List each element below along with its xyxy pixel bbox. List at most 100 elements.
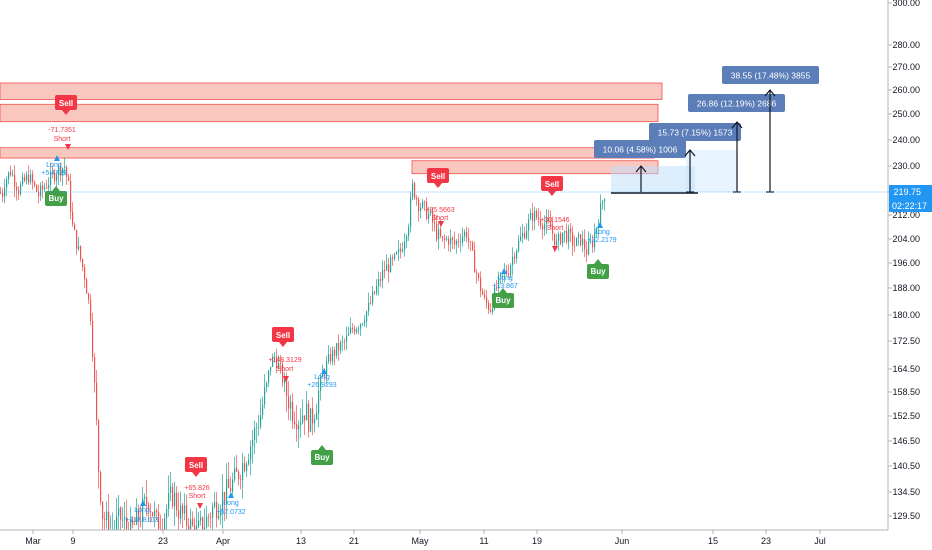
candle-body <box>328 354 330 362</box>
candle-body <box>198 520 200 527</box>
candle-body <box>148 505 150 512</box>
candle-body <box>370 302 372 304</box>
candle-body <box>458 240 460 243</box>
candle-body <box>64 166 66 169</box>
candle-body <box>154 510 156 516</box>
sell-badge <box>427 168 449 183</box>
candle-body <box>256 427 258 429</box>
candle-body <box>262 404 264 416</box>
buy-label: Buy <box>314 453 330 462</box>
candle-body <box>126 517 128 529</box>
long-arrow <box>228 492 234 498</box>
candle-body <box>532 213 534 222</box>
target-label-box <box>722 66 819 84</box>
candle-body <box>456 240 458 245</box>
candle-body <box>104 519 106 521</box>
price-tick-label: 152.50 <box>892 411 920 421</box>
long-arrow <box>321 368 327 374</box>
price-tick-label: 280.00 <box>892 40 920 50</box>
candle-body <box>178 510 180 519</box>
signal-note: Long <box>134 507 150 514</box>
price-tick-label: 250.00 <box>892 109 920 119</box>
candle-body <box>424 201 426 203</box>
candle-body <box>354 329 356 333</box>
target-label: 10.06 (4.58%) 1006 <box>603 145 678 155</box>
candle-body <box>312 408 314 424</box>
candle-body <box>34 182 36 186</box>
candle-body <box>480 277 482 292</box>
candle-body <box>78 245 80 250</box>
candle-body <box>70 180 72 212</box>
candle-body <box>254 427 256 440</box>
long-arrow <box>597 222 603 228</box>
price-axis[interactable]: 300.00 280.00 270.00 260.00 250.00 240.00 230.… <box>887 0 932 530</box>
candle-body <box>244 463 246 471</box>
candle-body <box>460 242 462 243</box>
candle-body <box>566 230 568 242</box>
candle-body <box>384 270 386 271</box>
candle-body <box>338 343 340 351</box>
candle-body <box>174 492 176 507</box>
candle-body <box>150 511 152 513</box>
buy-badge-pointer <box>52 186 60 191</box>
candle-body <box>58 166 60 176</box>
short-arrow <box>283 376 289 382</box>
candle-body <box>422 201 424 208</box>
short-arrow <box>65 144 71 150</box>
candle-body <box>22 177 24 185</box>
candle-body <box>50 172 52 185</box>
signal-direction: +13.867 <box>492 283 518 290</box>
candle-body <box>518 240 520 251</box>
candle-body <box>32 174 34 183</box>
candle-body <box>314 419 316 424</box>
candle-body <box>414 182 416 198</box>
sell-badge-pointer <box>62 110 70 115</box>
price-tick-label: 146.50 <box>892 436 920 446</box>
candle-body <box>400 248 402 252</box>
candle-body <box>478 273 480 278</box>
long-arrow <box>501 268 507 274</box>
target-arrowhead <box>684 149 696 157</box>
price-tick-label: 129.50 <box>892 511 920 521</box>
candle-body <box>556 240 558 246</box>
candle-body <box>506 270 508 274</box>
short-arrow <box>438 221 444 227</box>
signal-note: Long <box>497 275 513 282</box>
candle-body <box>102 501 104 520</box>
candle-body <box>534 210 536 222</box>
target-label-box <box>649 123 741 141</box>
candle-body <box>366 311 368 322</box>
candle-body <box>454 240 456 245</box>
candle-body <box>96 382 98 421</box>
candle-body <box>326 361 328 376</box>
candle-body <box>30 174 32 183</box>
candle-body <box>118 507 120 517</box>
candle-body <box>288 396 290 409</box>
candle-body <box>544 224 546 230</box>
candle-body <box>592 241 594 248</box>
candle-body <box>398 248 400 253</box>
current-price-label: 219.75 <box>893 187 921 197</box>
sell-label: Sell <box>431 172 445 181</box>
candle-body <box>336 343 338 356</box>
candle-body <box>464 232 466 237</box>
candle-body <box>302 415 304 423</box>
candle-body <box>220 510 222 516</box>
candle-body <box>578 234 580 238</box>
short-arrow <box>552 246 558 252</box>
long-arrow <box>140 500 146 506</box>
candle-body <box>116 516 118 530</box>
candle-body <box>536 210 538 218</box>
candle-body <box>394 253 396 259</box>
sell-badge <box>272 327 294 342</box>
candle-body <box>258 426 260 428</box>
time-tick-label: 13 <box>296 536 306 546</box>
candle-body <box>286 379 288 397</box>
candle-body <box>176 492 178 511</box>
sell-badge <box>541 176 563 191</box>
time-tick-label: 9 <box>70 536 75 546</box>
candle-body <box>530 213 532 220</box>
candle-body <box>516 250 518 259</box>
time-axis[interactable]: Mar 9 23 Apr 13 21 May 11 19 Jun 15 23 Jul <box>0 529 888 546</box>
